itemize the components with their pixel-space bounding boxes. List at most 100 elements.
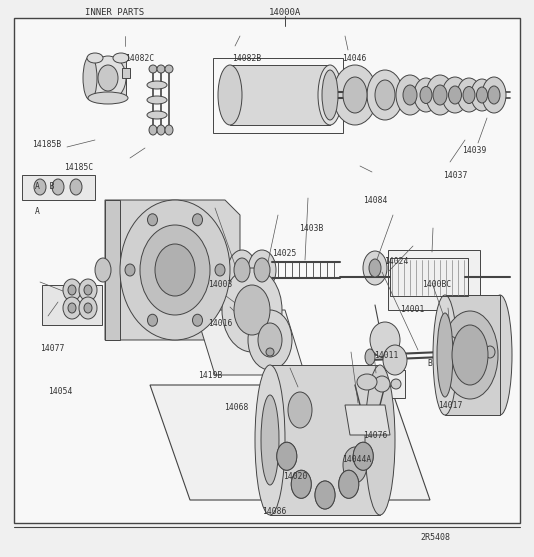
Ellipse shape <box>228 250 256 290</box>
Ellipse shape <box>218 65 242 125</box>
Text: 14054: 14054 <box>48 387 73 395</box>
Ellipse shape <box>140 225 210 315</box>
Ellipse shape <box>471 79 493 111</box>
Text: 1419B: 1419B <box>198 372 222 380</box>
Bar <box>90 58 126 98</box>
Ellipse shape <box>157 125 165 135</box>
Polygon shape <box>345 405 390 435</box>
Ellipse shape <box>149 65 157 73</box>
Text: 14011: 14011 <box>374 351 398 360</box>
Ellipse shape <box>63 279 81 301</box>
Ellipse shape <box>363 251 387 285</box>
Ellipse shape <box>339 470 359 499</box>
Ellipse shape <box>261 395 279 485</box>
Ellipse shape <box>95 258 111 282</box>
Ellipse shape <box>433 295 457 415</box>
Text: A: A <box>35 207 40 216</box>
Ellipse shape <box>442 311 498 399</box>
Bar <box>445 295 500 415</box>
Ellipse shape <box>192 314 202 326</box>
Polygon shape <box>105 200 120 340</box>
Text: B: B <box>427 359 432 368</box>
Polygon shape <box>195 310 305 375</box>
Text: 14020: 14020 <box>283 472 308 481</box>
Text: 14084: 14084 <box>363 196 388 205</box>
Ellipse shape <box>374 376 390 392</box>
Ellipse shape <box>485 346 495 358</box>
Text: INNER PARTS: INNER PARTS <box>85 8 144 17</box>
Ellipse shape <box>433 85 447 105</box>
Bar <box>270 365 380 515</box>
Text: 14185C: 14185C <box>64 163 93 172</box>
Ellipse shape <box>315 481 335 509</box>
Ellipse shape <box>63 297 81 319</box>
Text: 14017: 14017 <box>438 401 462 410</box>
Text: 14000A: 14000A <box>269 8 301 17</box>
Polygon shape <box>105 200 240 340</box>
Ellipse shape <box>383 345 407 375</box>
Bar <box>367 370 405 398</box>
Bar <box>390 258 468 296</box>
Ellipse shape <box>120 200 230 340</box>
Bar <box>213 58 343 133</box>
Ellipse shape <box>449 86 461 104</box>
Text: 14076: 14076 <box>363 431 388 440</box>
Ellipse shape <box>291 470 311 499</box>
Ellipse shape <box>113 53 129 63</box>
Ellipse shape <box>52 179 64 195</box>
Ellipse shape <box>420 86 432 104</box>
Ellipse shape <box>155 244 195 296</box>
Text: 14082C: 14082C <box>125 54 155 63</box>
Ellipse shape <box>322 70 338 120</box>
Ellipse shape <box>165 125 173 135</box>
Ellipse shape <box>68 303 76 313</box>
Ellipse shape <box>365 349 375 365</box>
Ellipse shape <box>353 442 373 470</box>
Ellipse shape <box>147 314 158 326</box>
Ellipse shape <box>343 447 367 483</box>
Text: 14024: 14024 <box>384 257 409 266</box>
Ellipse shape <box>333 65 377 125</box>
Ellipse shape <box>375 80 395 110</box>
Ellipse shape <box>488 86 500 104</box>
Text: 1400BC: 1400BC <box>422 280 451 289</box>
Ellipse shape <box>369 259 381 277</box>
Ellipse shape <box>365 365 395 515</box>
Ellipse shape <box>426 75 454 115</box>
Polygon shape <box>22 175 95 200</box>
Ellipse shape <box>254 258 270 282</box>
Ellipse shape <box>458 336 472 352</box>
Text: 14068: 14068 <box>224 403 249 412</box>
Ellipse shape <box>357 374 377 390</box>
Ellipse shape <box>443 336 457 352</box>
Ellipse shape <box>248 250 276 290</box>
Ellipse shape <box>391 379 401 389</box>
Ellipse shape <box>482 77 506 113</box>
Ellipse shape <box>339 470 359 499</box>
Text: 14016: 14016 <box>208 319 233 328</box>
Text: 1403B: 1403B <box>299 224 324 233</box>
Ellipse shape <box>367 70 403 120</box>
Ellipse shape <box>463 86 475 104</box>
Ellipse shape <box>442 77 468 113</box>
Ellipse shape <box>79 279 97 301</box>
Ellipse shape <box>98 65 118 91</box>
Bar <box>42 285 102 325</box>
Polygon shape <box>150 385 430 500</box>
Ellipse shape <box>84 285 92 295</box>
Ellipse shape <box>88 92 128 104</box>
Ellipse shape <box>87 53 103 63</box>
Bar <box>435 328 480 360</box>
Ellipse shape <box>457 78 481 112</box>
Ellipse shape <box>291 470 311 499</box>
Text: 2R5408: 2R5408 <box>420 533 450 542</box>
Ellipse shape <box>437 313 453 397</box>
Ellipse shape <box>68 285 76 295</box>
Ellipse shape <box>318 65 342 125</box>
Ellipse shape <box>255 365 285 515</box>
Text: A  B: A B <box>35 182 54 191</box>
Text: 14044A: 14044A <box>342 455 371 464</box>
Ellipse shape <box>149 125 157 135</box>
Ellipse shape <box>258 323 282 357</box>
Ellipse shape <box>215 264 225 276</box>
